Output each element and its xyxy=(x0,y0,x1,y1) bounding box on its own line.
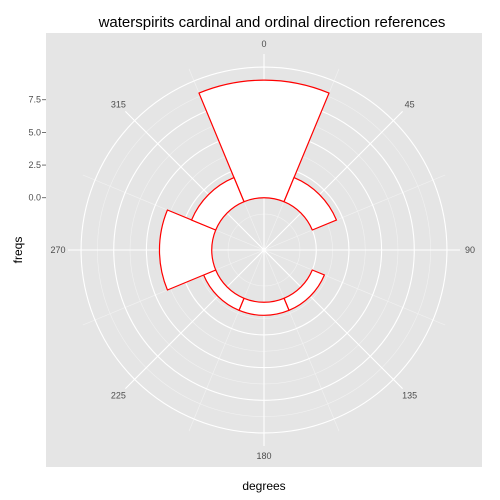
x-axis-title: degrees xyxy=(242,479,285,493)
radius-tick-label: 5.0 xyxy=(28,127,41,137)
major-grid-spoke xyxy=(125,249,265,389)
radius-tick-label: 2.5 xyxy=(28,160,41,170)
angle-tick-label: 180 xyxy=(256,451,271,461)
radius-tick-label: 7.5 xyxy=(28,95,41,105)
minor-grid-spoke xyxy=(263,174,446,251)
radius-tick-label: 0.0 xyxy=(28,193,41,203)
major-grid-spoke xyxy=(263,249,403,389)
minor-grid-spoke xyxy=(263,249,446,326)
minor-grid-spoke xyxy=(263,249,340,432)
angle-tick-label: 0 xyxy=(261,39,266,49)
chart-title: waterspirits cardinal and ordinal direct… xyxy=(98,14,446,31)
angle-tick-label: 315 xyxy=(111,99,126,109)
angle-tick-label: 135 xyxy=(402,391,417,401)
bar-0 xyxy=(198,79,330,203)
angle-tick-label: 90 xyxy=(465,245,475,255)
minor-grid-spoke xyxy=(188,249,265,432)
y-axis-title: freqs xyxy=(11,237,25,264)
bar-315 xyxy=(190,176,245,231)
bars-layer xyxy=(158,79,338,316)
bar-270 xyxy=(158,209,217,291)
angle-tick-labels: 0 45 90 135 180 225 270 315 xyxy=(50,39,475,461)
bar-45 xyxy=(283,176,338,231)
angle-tick-label: 270 xyxy=(50,245,65,255)
angle-tick-label: 45 xyxy=(405,99,415,109)
angle-tick-label: 225 xyxy=(111,391,126,401)
major-grid-spoke xyxy=(125,111,265,251)
radius-tick-labels: 0.0 2.5 5.0 7.5 xyxy=(28,95,46,203)
major-grid-spoke xyxy=(263,111,403,251)
